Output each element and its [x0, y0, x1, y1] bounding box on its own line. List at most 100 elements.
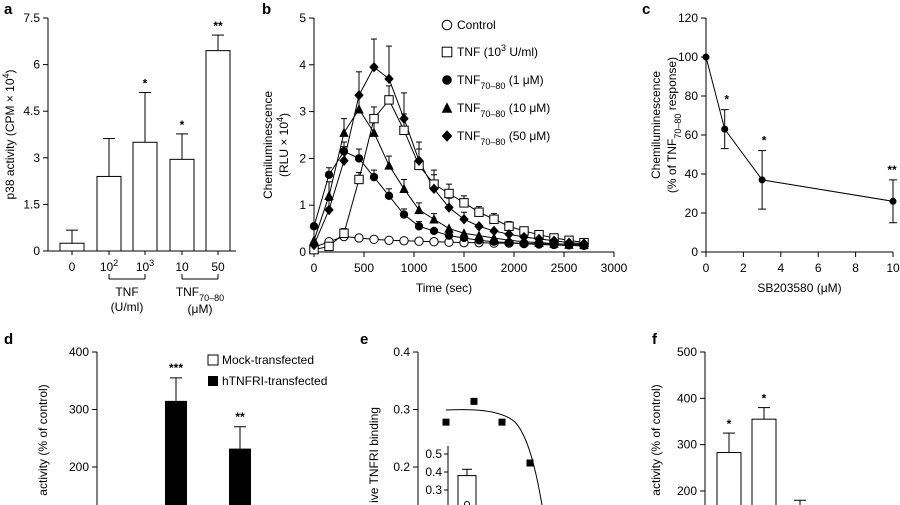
data-point [339, 147, 349, 156]
inset-bar [457, 475, 477, 505]
x-tick-label: 3000 [601, 261, 628, 275]
x-tick-label: 8 [852, 261, 859, 275]
y-tick-label: 500 [677, 345, 697, 359]
data-point [534, 233, 544, 245]
x-tick-label: 103 [136, 258, 154, 274]
data-point [354, 154, 364, 163]
legend-entry: TNF70–80 (1 μM) [457, 73, 544, 91]
data-point [399, 210, 409, 219]
x-tick-label: 6 [815, 261, 822, 275]
data-point [564, 237, 574, 248]
fit-curve [445, 409, 543, 505]
y-tick-label: 20 [685, 206, 699, 220]
panel-label-d: d [4, 331, 13, 348]
legend-marker [441, 19, 453, 31]
panel-label-c: c [642, 1, 650, 18]
y-tick-label: 0 [299, 245, 306, 259]
data-point [414, 204, 424, 215]
bar [229, 448, 251, 505]
bar [751, 418, 777, 505]
group-label-unit: (μM) [188, 302, 213, 316]
data-point [758, 176, 766, 184]
data-point [384, 160, 394, 170]
x-tick-label: 4 [777, 261, 784, 275]
y-axis-label: activity (% of control) [36, 384, 50, 495]
data-point [324, 190, 334, 201]
panel-label-a: a [4, 1, 13, 18]
y-tick-label: 0.3 [393, 403, 410, 417]
x-tick-label: 1500 [451, 261, 478, 275]
data-point [579, 238, 589, 249]
data-point [474, 230, 484, 240]
data-point [489, 214, 499, 224]
panel-f: 200 300 400 500 activity (% of control) * * [649, 345, 806, 505]
data-point [354, 233, 364, 243]
y-tick-label: 300 [69, 403, 89, 417]
data-point [459, 214, 469, 225]
y-axis-label: Chemiluminescence [261, 91, 275, 199]
significance-mark: ** [235, 410, 245, 424]
bar [205, 50, 231, 252]
data-point [339, 228, 349, 238]
y-tick-label: 7.5 [23, 11, 40, 25]
y-tick-label: 3 [299, 105, 306, 119]
data-point [384, 235, 394, 246]
data-point [384, 95, 394, 105]
data-point [414, 236, 424, 246]
x-axis-label: Time (sec) [416, 281, 472, 295]
data-point [498, 418, 506, 426]
y-tick-label: 80 [685, 89, 699, 103]
x-tick-label: 102 [100, 258, 118, 274]
group-label-unit: (U/ml) [111, 300, 144, 314]
data-point [354, 174, 364, 185]
significance-mark: ** [213, 19, 223, 33]
data-point [429, 226, 439, 236]
data-point [399, 183, 409, 194]
data-point [369, 61, 379, 73]
inset-y-tick-label: 0.3 [425, 483, 442, 497]
group-label: TNF70–80 [176, 285, 224, 303]
data-point [324, 204, 334, 216]
x-tick-label: 1000 [401, 261, 428, 275]
y-tick-label: 1 [299, 198, 306, 212]
data-point [309, 222, 319, 231]
data-point [369, 234, 379, 245]
panel-c: 0 20 40 60 80 100 120 0 2 4 6 8 10 SB203580 (μM) Chemi… [649, 11, 900, 295]
significance-mark: *** [169, 361, 183, 375]
data-point [702, 53, 710, 61]
data-point [324, 170, 334, 179]
data-point [369, 172, 379, 182]
series-line [705, 56, 894, 202]
significance-mark: * [143, 77, 148, 91]
y-tick-label: 300 [677, 438, 697, 452]
data-point [384, 73, 394, 85]
x-tick-label: 10 [886, 261, 900, 275]
legend-entry: hTNFRI-transfected [222, 374, 327, 388]
bar [716, 452, 742, 505]
data-point [444, 188, 454, 199]
data-point [399, 236, 409, 246]
data-point [519, 231, 529, 243]
significance-mark: * [762, 134, 767, 148]
y-axis-label: p38 activity (CPM × 104) [1, 69, 17, 199]
data-point [384, 191, 394, 201]
data-point [399, 113, 409, 124]
inset-y-tick-label: 0.4 [425, 465, 442, 479]
legend-swatch-hTNFRI [208, 376, 218, 386]
bar [59, 242, 85, 252]
data-point [369, 127, 379, 137]
data-point [429, 214, 439, 224]
y-axis-label-units: (% of TNF70–80 response) [665, 57, 683, 193]
data-point [549, 235, 559, 246]
data-point [339, 127, 349, 137]
data-point [474, 207, 484, 217]
x-tick-label: 50 [211, 260, 225, 274]
legend-marker [442, 75, 452, 85]
legend-entry: Mock-transfected [222, 353, 314, 367]
x-tick-label: 0 [311, 261, 318, 275]
x-tick-label: 0 [69, 260, 76, 274]
data-point [459, 228, 469, 238]
y-tick-label: 0.4 [393, 345, 410, 359]
data-point [459, 198, 469, 208]
